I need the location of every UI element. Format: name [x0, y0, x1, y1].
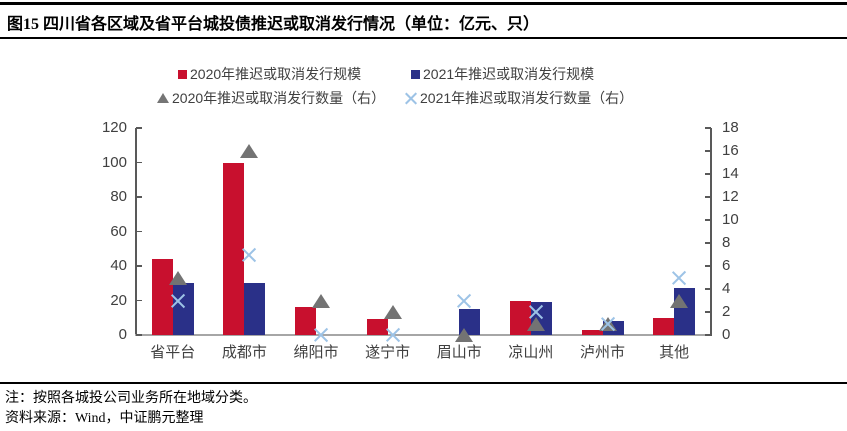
right-axis-tick	[705, 265, 711, 267]
right-axis-tick-label: 2	[722, 303, 731, 320]
right-axis-tick	[705, 311, 711, 313]
bar-2020-scale-6	[581, 329, 603, 335]
right-axis-tick	[705, 334, 711, 336]
right-axis-tick-label: 8	[722, 234, 731, 251]
left-axis-tick	[136, 230, 142, 233]
right-axis-tick	[705, 219, 711, 221]
figure-title: 图15 四川省各区域及省平台城投债推迟或取消发行情况（单位：亿元、只）	[7, 16, 540, 33]
marker-2021-count-1	[241, 247, 257, 263]
right-axis-line	[710, 128, 712, 336]
marker-2020-count-4	[455, 328, 474, 342]
bar-2020-scale-0	[151, 259, 173, 335]
marker-2020-count-0	[168, 270, 187, 285]
right-axis-tick	[705, 173, 711, 175]
category-label: 遂宁市	[365, 344, 411, 361]
bar-2021-scale-0	[172, 283, 194, 335]
left-axis-tick	[136, 334, 142, 336]
marker-2020-count-5	[526, 316, 545, 331]
left-axis-tick-label: 40	[110, 257, 127, 274]
right-axis-tick-label: 10	[722, 211, 739, 228]
bar-2020-scale-1	[223, 163, 245, 335]
marker-2020-count-3	[383, 305, 402, 319]
legend-item-2020-scale: 2020年推迟或取消发行规模	[178, 64, 361, 84]
right-axis-tick	[705, 150, 711, 152]
chart-note: 注：按照各城投公司业务所在地域分类。	[5, 391, 257, 406]
left-axis-tick-label: 20	[110, 291, 127, 309]
marker-2020-count-7	[670, 293, 689, 308]
right-axis-tick	[705, 242, 711, 244]
left-axis-tick	[136, 265, 142, 267]
legend-label-2020-scale: 2020年推迟或取消发行规模	[190, 66, 362, 82]
category-label: 省平台	[150, 344, 196, 361]
category-label: 成都市	[221, 344, 267, 361]
marker-2021-count-4	[456, 293, 472, 309]
marker-2021-count-6	[600, 316, 616, 332]
category-label: 泸州市	[580, 344, 626, 361]
right-axis-tick-label: 18	[722, 119, 739, 136]
legend-label-2021-count: 2021年推迟或取消发行数量（右）	[420, 90, 634, 106]
bar-2020-scale-3	[366, 319, 388, 335]
marker-2020-count-1	[240, 144, 259, 158]
x-axis-line	[135, 334, 711, 336]
legend-item-2021-count: 2021年推迟或取消发行数量（右）	[404, 88, 633, 108]
marker-2021-count-3	[385, 327, 401, 343]
category-label: 眉山市	[436, 344, 482, 361]
left-axis-tick-label: 0	[118, 326, 127, 343]
notes-rule	[0, 382, 847, 384]
left-axis-tick-label: 120	[101, 119, 127, 136]
blue-square-icon	[411, 69, 420, 79]
right-axis-tick-label: 0	[722, 326, 731, 343]
left-axis-tick-label: 80	[110, 188, 127, 205]
left-axis-tick	[136, 161, 142, 164]
bar-2020-scale-5	[509, 300, 531, 335]
category-label: 凉山州	[508, 344, 554, 361]
left-axis-line	[135, 128, 137, 336]
title-rule	[0, 37, 847, 39]
bar-2020-scale-7	[653, 317, 675, 335]
data-source-note: 资料来源：Wind，中证鹏元整理	[5, 411, 204, 426]
category-label: 其他	[659, 344, 690, 361]
top-rule	[0, 2, 847, 5]
red-square-icon	[178, 69, 187, 79]
right-axis-tick-label: 4	[722, 280, 731, 297]
legend-label-2021-scale: 2021年推迟或取消发行规模	[423, 66, 595, 82]
marker-2021-count-5	[528, 304, 544, 320]
marker-2021-count-7	[671, 270, 687, 286]
category-label: 绵阳市	[293, 344, 339, 361]
right-axis-tick	[705, 127, 711, 129]
legend-label-2020-count: 2020年推迟或取消发行数量（右）	[172, 90, 386, 106]
legend-item-2020-count: 2020年推迟或取消发行数量（右）	[157, 88, 385, 108]
left-axis-tick-label: 100	[101, 153, 127, 171]
right-axis-tick-label: 14	[722, 165, 739, 182]
bar-2020-scale-2	[295, 307, 317, 335]
left-axis-tick	[136, 127, 142, 129]
right-axis-tick-label: 6	[722, 257, 731, 274]
marker-2021-count-0	[170, 293, 186, 309]
left-axis-tick-label: 60	[110, 222, 127, 240]
gray-triangle-icon	[157, 93, 169, 103]
right-axis-tick	[705, 288, 711, 290]
legend-item-2021-scale: 2021年推迟或取消发行规模	[411, 64, 594, 84]
right-axis-tick	[705, 196, 711, 198]
marker-2020-count-2	[312, 293, 331, 308]
right-axis-tick-label: 16	[722, 142, 739, 159]
marker-2021-count-2	[313, 327, 329, 343]
left-axis-tick	[136, 196, 142, 198]
right-axis-tick-label: 12	[722, 188, 739, 205]
left-axis-tick	[136, 299, 142, 302]
bar-2021-scale-1	[244, 283, 266, 335]
